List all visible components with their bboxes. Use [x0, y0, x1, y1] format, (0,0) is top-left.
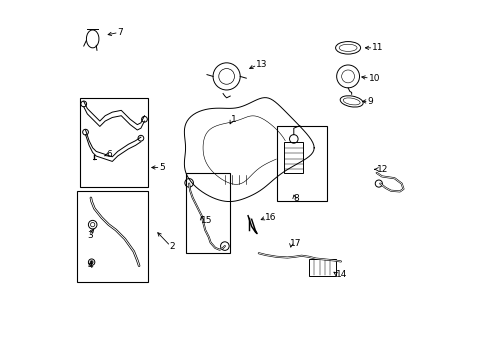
- Text: 7: 7: [118, 28, 123, 37]
- Text: 11: 11: [372, 43, 383, 52]
- Text: 12: 12: [376, 165, 387, 174]
- Text: 14: 14: [336, 270, 347, 279]
- Text: 2: 2: [169, 242, 175, 251]
- Text: 3: 3: [87, 231, 93, 240]
- Text: 1: 1: [230, 116, 236, 125]
- Text: 10: 10: [368, 74, 380, 83]
- Text: 13: 13: [256, 60, 267, 69]
- Text: 9: 9: [367, 97, 373, 106]
- Text: 5: 5: [159, 163, 165, 172]
- Text: 15: 15: [201, 216, 212, 225]
- Text: 16: 16: [264, 213, 276, 222]
- Text: 8: 8: [293, 194, 299, 203]
- Circle shape: [90, 261, 93, 264]
- Text: 4: 4: [87, 261, 93, 270]
- Text: 17: 17: [290, 239, 301, 248]
- Text: 6: 6: [106, 150, 111, 159]
